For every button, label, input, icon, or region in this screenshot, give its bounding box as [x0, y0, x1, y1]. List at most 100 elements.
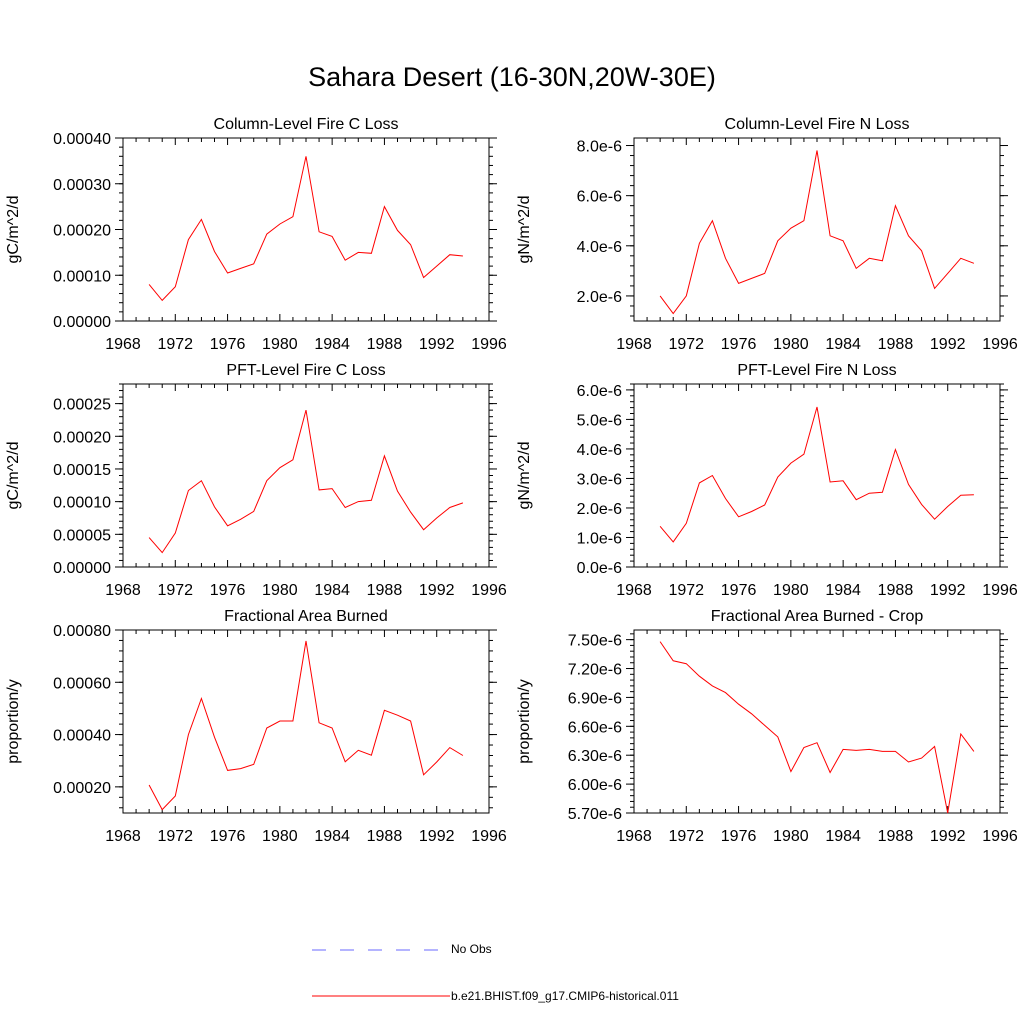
y-tick-label: 6.00e-6 — [568, 777, 622, 794]
x-tick-label: 1988 — [878, 336, 914, 353]
panel-4: 1968 1972 1976 1980 1984 1988 1992 1996 0.0e-6 1.… — [516, 362, 1018, 599]
y-tick-label: 0.00020 — [53, 429, 111, 446]
x-tick-label: 1980 — [773, 336, 809, 353]
x-tick-label: 1976 — [210, 582, 246, 599]
y-tick-label: 0.00080 — [53, 623, 111, 640]
x-tick-label: 1980 — [773, 828, 809, 845]
x-tick-label: 1972 — [668, 582, 704, 599]
y-tick-label: 6.90e-6 — [568, 690, 622, 707]
y-tick-label: 0.00000 — [53, 560, 111, 577]
panel-title: Column-Level Fire N Loss — [725, 116, 910, 133]
y-tick-label: 6.0e-6 — [577, 383, 622, 400]
x-tick-label: 1972 — [157, 336, 193, 353]
legend-label-model-run: b.e21.BHIST.f09_g17.CMIP6-historical.011 — [451, 989, 679, 1003]
x-tick-label: 1980 — [262, 336, 298, 353]
x-tick-label: 1972 — [668, 828, 704, 845]
x-tick-label: 1992 — [930, 336, 966, 353]
y-axis-label: gN/m^2/d — [516, 442, 533, 510]
x-tick-label: 1972 — [157, 828, 193, 845]
panel-title: Column-Level Fire C Loss — [214, 116, 399, 133]
y-tick-label: 1.0e-6 — [577, 530, 622, 547]
y-tick-label: 0.00030 — [53, 177, 111, 194]
plot-frame — [633, 383, 1001, 568]
series-line — [659, 406, 974, 543]
x-tick-label: 1984 — [314, 336, 350, 353]
x-tick-label: 1976 — [721, 828, 757, 845]
y-tick-label: 0.00060 — [53, 675, 111, 692]
x-tick-label: 1968 — [616, 582, 652, 599]
x-tick-label: 1996 — [982, 336, 1018, 353]
panel-2: 1968 1972 1976 1980 1984 1988 1992 1996 2.0e-6 4.… — [516, 116, 1018, 353]
y-tick-label: 0.00020 — [53, 780, 111, 797]
x-tick-label: 1988 — [878, 582, 914, 599]
x-tick-label: 1976 — [721, 336, 757, 353]
x-tick-label: 1968 — [105, 336, 141, 353]
y-tick-label: 0.00025 — [53, 397, 111, 414]
legend-swatch-no-obs — [312, 949, 450, 951]
x-tick-label: 1996 — [471, 828, 507, 845]
x-tick-label: 1984 — [314, 828, 350, 845]
x-tick-label: 1976 — [721, 582, 757, 599]
series-line — [148, 156, 463, 302]
x-tick-label: 1988 — [367, 336, 403, 353]
series-line — [148, 640, 464, 811]
y-tick-label: 4.0e-6 — [577, 442, 622, 459]
y-axis-label: gN/m^2/d — [516, 196, 533, 264]
panel-6: 1968 1972 1976 1980 1984 1988 1992 1996 5.70e-6 6… — [516, 608, 1018, 845]
y-tick-label: 0.00005 — [53, 527, 111, 544]
y-tick-label: 6.30e-6 — [568, 748, 622, 765]
plot-frame — [633, 137, 1001, 322]
x-tick-label: 1968 — [105, 828, 141, 845]
y-tick-label: 0.00015 — [53, 462, 111, 479]
x-tick-label: 1988 — [367, 582, 403, 599]
y-tick-label: 7.20e-6 — [568, 662, 622, 679]
x-tick-label: 1992 — [419, 336, 455, 353]
x-tick-label: 1980 — [262, 582, 298, 599]
x-tick-label: 1976 — [210, 828, 246, 845]
x-tick-label: 1968 — [105, 582, 141, 599]
panel-5: 1968 1972 1976 1980 1984 1988 1992 1996 0.00020 0… — [5, 608, 507, 845]
y-tick-label: 6.60e-6 — [568, 719, 622, 736]
x-tick-label: 1984 — [825, 336, 861, 353]
panel-title: Fractional Area Burned — [224, 608, 388, 625]
y-tick-label: 3.0e-6 — [577, 471, 622, 488]
y-tick-label: 0.00040 — [53, 728, 111, 745]
x-tick-label: 1992 — [930, 582, 966, 599]
y-tick-label: 0.00010 — [53, 495, 111, 512]
x-tick-label: 1996 — [982, 582, 1018, 599]
x-tick-label: 1988 — [367, 828, 403, 845]
x-tick-label: 1988 — [878, 828, 914, 845]
x-tick-label: 1984 — [314, 582, 350, 599]
x-tick-label: 1996 — [471, 582, 507, 599]
panel-3: 1968 1972 1976 1980 1984 1988 1992 1996 0.00000 0… — [5, 362, 507, 599]
y-tick-label: 0.0e-6 — [577, 560, 622, 577]
y-tick-label: 5.0e-6 — [577, 412, 622, 429]
y-tick-label: 0.00010 — [53, 268, 111, 285]
figure-title: Sahara Desert (16-30N,20W-30E) — [308, 62, 716, 92]
y-tick-label: 2.0e-6 — [577, 289, 622, 306]
panel-title: PFT-Level Fire N Loss — [737, 362, 896, 379]
series-line — [148, 409, 464, 554]
panel-1: 1968 1972 1976 1980 1984 1988 1992 1996 0.00000 0… — [5, 116, 507, 353]
y-tick-label: 7.50e-6 — [568, 633, 622, 650]
x-tick-label: 1984 — [825, 828, 861, 845]
y-tick-label: 5.70e-6 — [568, 806, 622, 823]
y-tick-label: 2.0e-6 — [577, 501, 622, 518]
y-axis-label: gC/m^2/d — [5, 196, 22, 264]
x-tick-label: 1968 — [616, 336, 652, 353]
x-tick-label: 1972 — [157, 582, 193, 599]
series-line — [659, 641, 975, 814]
y-tick-label: 4.0e-6 — [577, 239, 622, 256]
panel-title: PFT-Level Fire C Loss — [226, 362, 385, 379]
y-tick-label: 0.00040 — [53, 131, 111, 148]
x-tick-label: 1996 — [471, 336, 507, 353]
plot-frame — [122, 137, 490, 322]
x-tick-label: 1992 — [419, 828, 455, 845]
x-tick-label: 1992 — [930, 828, 966, 845]
y-tick-label: 0.00020 — [53, 223, 111, 240]
y-tick-label: 6.0e-6 — [577, 189, 622, 206]
x-tick-label: 1972 — [668, 336, 704, 353]
y-tick-label: 0.00000 — [53, 314, 111, 331]
legend-swatch-model-run — [312, 995, 450, 997]
